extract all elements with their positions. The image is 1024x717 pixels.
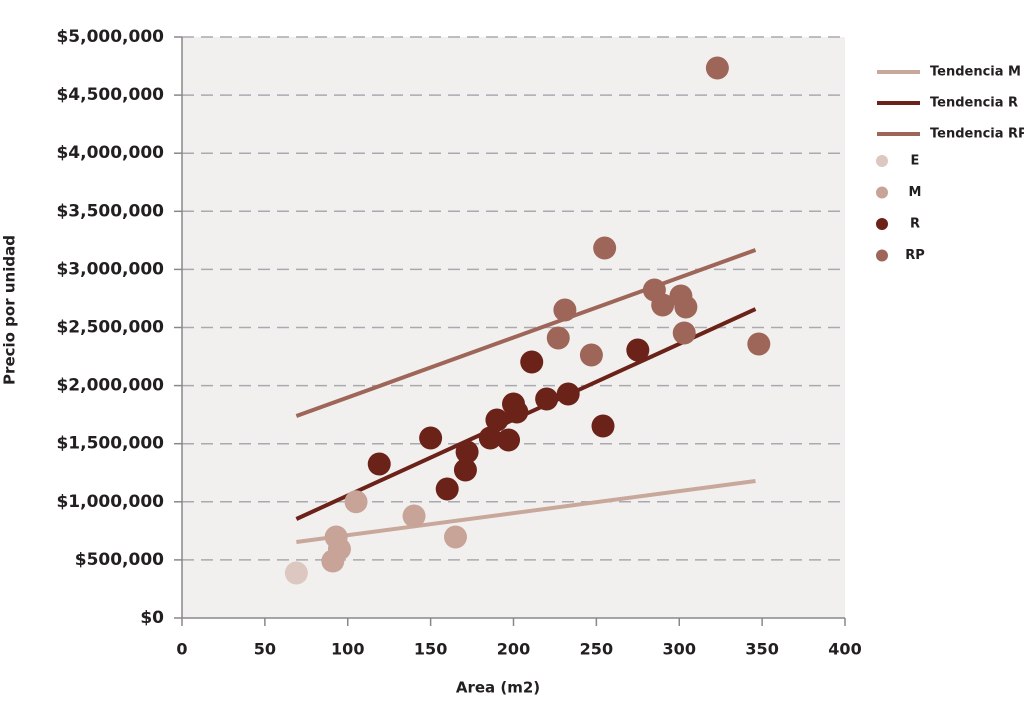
point (453, 458, 477, 482)
y-axis-label: Precio por unidad (1, 235, 19, 385)
point (672, 321, 696, 345)
legend-swatch (876, 249, 888, 262)
x-axis-label: Area (m2) (456, 679, 540, 697)
x-tick-label: 350 (745, 640, 778, 659)
point (402, 504, 426, 528)
point (478, 426, 502, 450)
point (556, 382, 580, 406)
x-tick-label: 100 (331, 640, 364, 659)
y-tick-label: $4,500,000 (56, 85, 164, 105)
point (579, 343, 603, 367)
y-tick-label: $3,500,000 (56, 201, 164, 221)
trend-line (295, 248, 757, 418)
point (747, 332, 771, 356)
point (443, 525, 467, 549)
point (344, 490, 368, 514)
legend-label: R (910, 217, 920, 232)
x-tick-label: 0 (176, 640, 187, 659)
point (455, 440, 479, 464)
point (284, 561, 308, 585)
point (705, 56, 729, 80)
legend-label: E (911, 154, 920, 169)
point (593, 236, 617, 260)
point (626, 338, 650, 362)
point (505, 400, 529, 424)
point (367, 452, 391, 476)
point (497, 428, 521, 452)
legend-label: Tendencia R (930, 96, 1018, 111)
x-tick-label: 150 (414, 640, 447, 659)
y-tick-label: $2,500,000 (56, 318, 164, 338)
x-tick-label: 50 (254, 640, 276, 659)
point (674, 295, 698, 319)
x-tick-label: 300 (663, 640, 696, 659)
y-tick-label: $5,000,000 (56, 27, 164, 47)
y-tick-label: $3,000,000 (56, 259, 164, 279)
point (419, 426, 443, 450)
legend-swatch (876, 186, 888, 199)
point (485, 408, 509, 432)
point (321, 549, 345, 573)
point (553, 298, 577, 322)
y-tick-label: $2,000,000 (56, 376, 164, 396)
point (535, 387, 559, 411)
legend-label: RP (905, 248, 925, 263)
legend-label: Tendencia M (930, 65, 1021, 80)
y-tick-label: $0 (140, 608, 164, 628)
legend-swatch (876, 155, 888, 167)
point (435, 477, 459, 501)
point (651, 293, 675, 317)
y-tick-label: $1,000,000 (56, 492, 164, 512)
legend-swatch (876, 218, 888, 230)
y-tick-label: $1,500,000 (56, 434, 164, 454)
x-tick-label: 400 (828, 640, 861, 659)
y-tick-label: $4,000,000 (56, 143, 164, 163)
point (520, 350, 544, 374)
point (546, 326, 570, 350)
trend-line (296, 479, 756, 544)
x-tick-label: 200 (497, 640, 530, 659)
legend-label: M (909, 185, 922, 200)
x-tick-label: 250 (580, 640, 613, 659)
y-tick-label: $500,000 (75, 550, 164, 570)
legend-label: Tendencia RP (930, 127, 1024, 142)
point (591, 414, 615, 438)
